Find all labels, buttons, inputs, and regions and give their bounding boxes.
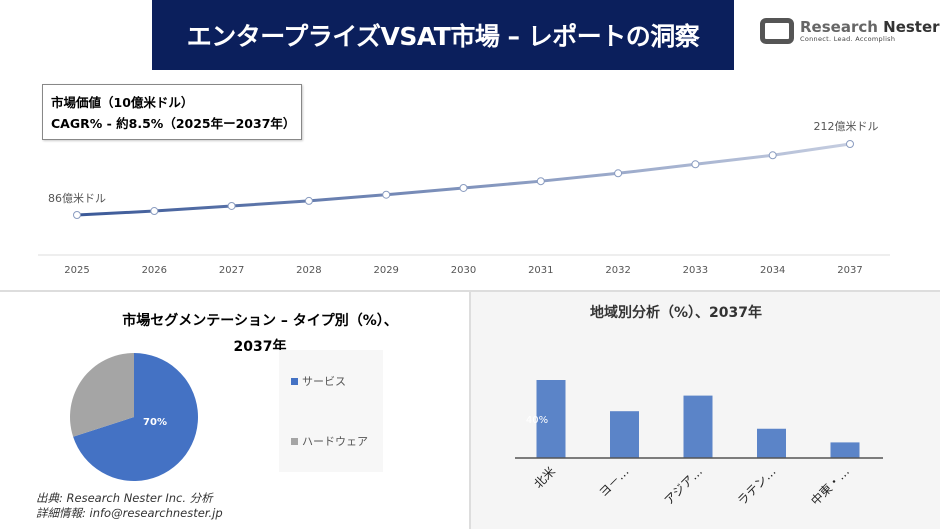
market-value-line-chart: 2025 2026 2027 2028 2029 2030 2031 2032 2033 2034…	[38, 120, 890, 276]
regional-bar-chart: 北米 ヨ－… アジア… ラテン… 中東・… 40%	[515, 380, 883, 509]
x-tick-label: 北米	[531, 464, 558, 491]
x-tick-label: アジア…	[662, 464, 706, 508]
regional-analysis-panel: 地域別分析（%）、2037年 北米 ヨ－… アジア… ラテン… 中東・… 40%	[471, 292, 940, 529]
x-tick-label: 2031	[528, 265, 553, 276]
x-tick-label: 2027	[219, 265, 244, 276]
pie-legend: サービス ハードウェア	[279, 350, 383, 472]
x-tick-label: ラテン…	[735, 464, 779, 508]
cagr-label: CAGR% - 約8.5%（2025年ー2037年）	[51, 116, 296, 131]
data-point	[536, 177, 545, 186]
data-point	[846, 139, 854, 148]
x-tick-label: 2029	[373, 265, 398, 276]
x-tick-label: 2025	[64, 265, 89, 276]
market-info-box: 市場価値（10億米ドル） CAGR% - 約8.5%（2025年ー2037年）	[42, 84, 302, 140]
pie-data-label: 70%	[143, 417, 167, 428]
x-tick-label: 2032	[605, 265, 630, 276]
report-title-banner: エンタープライズVSAT市場 – レポートの洞察	[152, 0, 734, 70]
data-label-last: 212億米ドル	[814, 120, 879, 133]
bar-1	[610, 411, 639, 458]
bar-2	[683, 395, 713, 458]
market-value-label: 市場価値（10億米ドル）	[51, 95, 194, 110]
value-line	[76, 142, 851, 217]
logo-tagline: Connect. Lead. Accomplish	[800, 34, 896, 43]
source-text: 出典: Research Nester Inc. 分析	[36, 491, 213, 505]
data-point	[768, 151, 777, 160]
logo-icon	[760, 18, 794, 44]
data-point	[614, 169, 623, 178]
legend-swatch	[291, 437, 298, 445]
data-point	[459, 183, 468, 192]
x-tick-label: 2028	[296, 265, 321, 276]
research-nester-logo: Research Nester Connect. Lead. Accomplis…	[760, 18, 940, 44]
source-note: 出典: Research Nester Inc. 分析 詳細情報: info@r…	[36, 491, 223, 521]
bar-0	[536, 380, 566, 458]
logo-name: Research	[800, 17, 878, 36]
x-tick-label: 2030	[451, 265, 476, 276]
legend-item-services: サービス	[291, 373, 346, 389]
pie-chart-title: 市場セグメンテーション – タイプ別（%）、 2037年	[122, 313, 398, 355]
data-point	[73, 211, 81, 219]
pie-slice-0	[73, 353, 198, 481]
bar-chart-title: 地域別分析（%）、2037年	[590, 305, 762, 321]
bar-4	[830, 442, 860, 458]
pie-slice-1	[70, 353, 134, 437]
divider	[469, 292, 471, 529]
divider	[0, 290, 940, 292]
legend-swatch	[291, 377, 298, 385]
page-title: エンタープライズVSAT市場 – レポートの洞察	[186, 22, 700, 51]
data-point	[150, 207, 159, 216]
legend-item-hardware: ハードウェア	[291, 433, 368, 449]
contact-info: 詳細情報: info@researchnester.jp	[36, 506, 223, 520]
x-tick-label: 2033	[683, 265, 708, 276]
data-point	[227, 201, 236, 210]
x-tick-label: 中東・…	[808, 464, 853, 509]
x-tick-label: 2037	[837, 265, 862, 276]
data-point	[691, 160, 700, 169]
x-tick-label: 2034	[760, 265, 785, 276]
x-tick-label: ヨ－…	[596, 464, 631, 499]
data-point	[304, 196, 313, 205]
bar-data-label: 40%	[526, 415, 548, 426]
bar-3	[757, 428, 786, 458]
logo-name-bold: Nester	[883, 17, 940, 36]
type-pie-chart: 70%	[70, 353, 198, 481]
data-point	[382, 190, 391, 199]
data-label-first: 86億米ドル	[48, 192, 106, 205]
x-tick-label: 2026	[142, 265, 167, 276]
